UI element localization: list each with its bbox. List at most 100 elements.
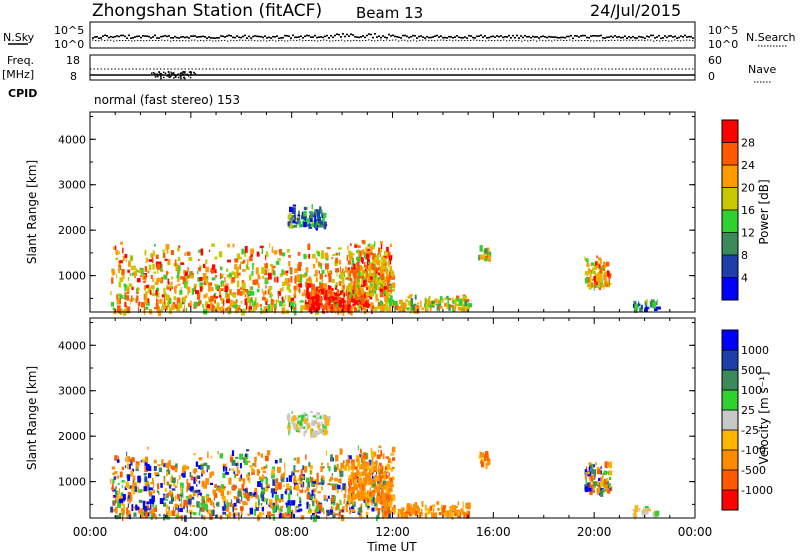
- nsky-point: [268, 36, 270, 39]
- nsearch-point: [104, 40, 106, 41]
- echo-cell: [347, 260, 351, 265]
- echo-cell: [382, 276, 386, 282]
- echo-cell: [253, 308, 256, 313]
- echo-cell: [368, 303, 372, 307]
- echo-cell: [238, 477, 242, 482]
- echo-cell: [255, 507, 259, 511]
- echo-cell: [113, 476, 117, 480]
- nsearch-point: [485, 40, 487, 42]
- echo-cell: [208, 307, 212, 311]
- nsearch-point: [167, 39, 169, 41]
- echo-cell: [272, 502, 276, 506]
- echo-cell: [386, 470, 389, 474]
- echo-cell: [421, 307, 424, 310]
- echo-cell: [601, 284, 606, 288]
- echo-cell: [302, 465, 304, 470]
- echo-cell: [149, 487, 153, 491]
- echo-cell: [460, 508, 464, 512]
- echo-cell: [243, 308, 247, 313]
- nave-point: [170, 73, 173, 75]
- nsearch-point: [548, 39, 550, 41]
- echo-cell: [300, 224, 303, 228]
- colorbar-swatch: [722, 277, 738, 301]
- echo-cell: [138, 499, 143, 503]
- echo-cell: [322, 414, 325, 420]
- echo-cell: [296, 218, 300, 221]
- echo-cell: [390, 291, 392, 294]
- echo-cell: [222, 511, 226, 515]
- echo-cell: [446, 302, 448, 310]
- echo-cell: [406, 307, 410, 311]
- echo-cell: [338, 511, 341, 517]
- echo-cell: [147, 270, 150, 274]
- echo-cell: [361, 287, 363, 293]
- nave-point: [154, 72, 156, 75]
- echo-cell: [120, 492, 124, 498]
- echo-cell: [284, 270, 286, 275]
- echo-cell: [589, 272, 591, 275]
- nave-point: [168, 76, 170, 78]
- echo-cell: [390, 497, 393, 503]
- echo-cell: [136, 482, 138, 487]
- echo-cell: [426, 307, 429, 311]
- nsky-point: [158, 37, 160, 39]
- echo-cell: [386, 250, 390, 256]
- echo-cell: [315, 479, 319, 486]
- nsky-point: [180, 36, 182, 38]
- echo-cell: [266, 485, 270, 489]
- echo-cell: [598, 257, 602, 261]
- echo-cell: [365, 493, 370, 497]
- echo-cell: [308, 254, 311, 259]
- echo-cell: [125, 481, 129, 489]
- nsearch-point: [299, 39, 301, 41]
- echo-cell: [187, 498, 192, 505]
- nsearch-point: [641, 39, 643, 41]
- echo-cell: [177, 276, 179, 283]
- echo-cell: [652, 511, 655, 517]
- echo-cell: [199, 300, 202, 305]
- echo-cell: [297, 252, 301, 256]
- echo-cell: [368, 459, 372, 466]
- echo-cell: [380, 498, 384, 505]
- nsky-point: [436, 34, 438, 37]
- echo-cell: [163, 306, 165, 311]
- echo-cell: [604, 461, 608, 469]
- echo-cell: [264, 476, 266, 480]
- echo-cell: [350, 506, 354, 509]
- echo-cell: [392, 282, 395, 287]
- echo-cell: [163, 494, 165, 498]
- echo-cell: [275, 261, 280, 265]
- echo-cell: [133, 271, 137, 276]
- echo-cell: [168, 304, 170, 308]
- nsky-point: [600, 34, 602, 37]
- echo-cell: [367, 506, 370, 509]
- echo-cell: [236, 497, 240, 504]
- echo-cell: [386, 484, 390, 491]
- echo-cell: [317, 515, 320, 519]
- echo-cell: [305, 477, 310, 483]
- echo-cell: [296, 509, 301, 513]
- echo-cell: [371, 496, 373, 501]
- echo-cell: [150, 275, 153, 279]
- echo-cell: [316, 220, 320, 225]
- nsearch-point: [383, 40, 385, 42]
- echo-cell: [112, 269, 115, 276]
- nsky-point: [272, 35, 274, 38]
- nsearch-point: [545, 40, 547, 42]
- power-colorbar-label: Power [dB]: [757, 179, 771, 244]
- echo-cell: [589, 463, 593, 469]
- nave-point: [177, 73, 179, 75]
- nave-point: [154, 76, 157, 78]
- colorbar-swatch: [722, 142, 738, 166]
- echo-cell: [303, 305, 307, 311]
- echo-cell: [198, 258, 200, 261]
- echo-cell: [338, 252, 340, 256]
- echo-cell: [315, 211, 318, 216]
- echo-cell: [390, 487, 393, 493]
- echo-cell: [144, 266, 148, 272]
- echo-cell: [386, 463, 390, 468]
- colorbar-tick-label: 100: [741, 384, 762, 397]
- nsky-point: [628, 36, 630, 38]
- echo-cell: [348, 304, 351, 307]
- echo-cell: [232, 485, 236, 491]
